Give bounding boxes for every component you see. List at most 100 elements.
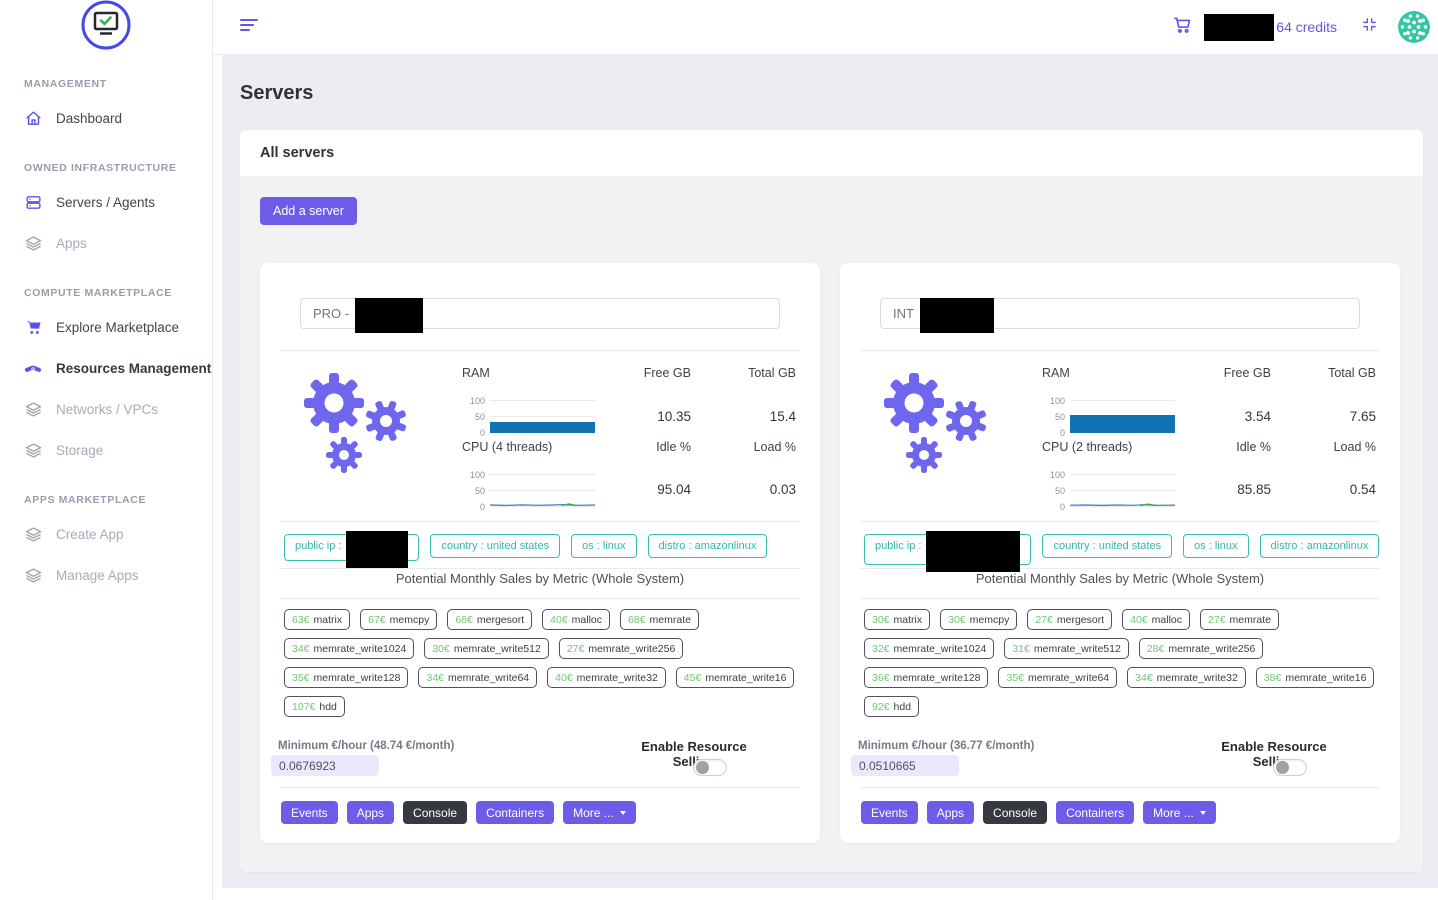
axis-tick: 50 bbox=[1054, 412, 1065, 422]
handshake-icon bbox=[24, 360, 42, 378]
avatar[interactable] bbox=[1398, 11, 1430, 43]
free-gb-header: Free GB bbox=[643, 366, 691, 380]
sidebar-item-label: Dashboard bbox=[56, 111, 123, 126]
sidebar-item-label: Manage Apps bbox=[56, 568, 139, 583]
sidebar-item-networks-vpcs[interactable]: Networks / VPCs bbox=[0, 389, 212, 430]
metric-pills: 63€ matrix 67€ memcpy 68€ mergesort 40€ mall… bbox=[284, 609, 796, 725]
cpu-load-value: 0.03 bbox=[769, 482, 796, 497]
app-logo[interactable] bbox=[0, 0, 212, 55]
more-button[interactable]: More ... bbox=[563, 801, 636, 824]
containers-button[interactable]: Containers bbox=[1056, 801, 1135, 824]
scrollbar-track[interactable] bbox=[213, 55, 222, 900]
divider bbox=[860, 568, 1380, 569]
cpu-idle-value: 85.85 bbox=[1237, 482, 1271, 497]
axis-tick: 0 bbox=[479, 428, 485, 438]
ram-free-value: 3.54 bbox=[1244, 409, 1271, 424]
sidebar: MANAGEMENT Dashboard OWNED INFRASTRUCTUR… bbox=[0, 0, 213, 900]
metric-pills: 30€ matrix 30€ memcpy 27€ mergesort 40€ mall… bbox=[864, 609, 1376, 725]
sales-title: Potential Monthly Sales by Metric (Whole… bbox=[975, 571, 1265, 586]
min-price-input[interactable] bbox=[271, 755, 379, 776]
sidebar-section-management: MANAGEMENT bbox=[24, 77, 107, 90]
sidebar-item-resources-management[interactable]: Resources Management bbox=[0, 348, 212, 389]
axis-tick: 50 bbox=[1054, 486, 1065, 496]
tag-distro: distro : amazonlinux bbox=[647, 534, 768, 558]
add-server-button[interactable]: Add a server bbox=[260, 197, 357, 225]
sidebar-item-label: Resources Management bbox=[56, 361, 212, 376]
card-actions: Events Apps Console Containers More ... bbox=[281, 801, 636, 824]
ram-total-value: 15.4 bbox=[769, 409, 796, 424]
console-button[interactable]: Console bbox=[983, 801, 1048, 824]
sidebar-section-compute-marketplace: COMPUTE MARKETPLACE bbox=[24, 286, 172, 299]
sidebar-item-dashboard[interactable]: Dashboard bbox=[0, 98, 212, 139]
cpu-load-line bbox=[490, 503, 595, 507]
compress-button[interactable] bbox=[1361, 16, 1378, 38]
ram-usage-bar bbox=[490, 422, 595, 433]
sidebar-item-label: Explore Marketplace bbox=[56, 320, 180, 335]
home-icon bbox=[24, 110, 42, 127]
cart-button[interactable] bbox=[1172, 15, 1192, 40]
server-stack-icon bbox=[24, 194, 42, 211]
sidebar-item-create-app[interactable]: Create App bbox=[0, 514, 212, 555]
axis-tick: 100 bbox=[1049, 470, 1065, 480]
metric-pill: 107€ hdd bbox=[284, 696, 345, 717]
sidebar-item-storage[interactable]: Storage bbox=[0, 430, 212, 471]
layers-icon bbox=[24, 526, 42, 543]
apps-button[interactable]: Apps bbox=[926, 801, 975, 824]
sidebar-item-label: Storage bbox=[56, 443, 104, 458]
layers-icon bbox=[24, 442, 42, 459]
redaction bbox=[1204, 13, 1275, 41]
min-price-input[interactable] bbox=[851, 755, 959, 776]
sidebar-item-label: Networks / VPCs bbox=[56, 402, 159, 417]
credits-label[interactable]: 64 credits bbox=[1276, 19, 1337, 35]
sidebar-item-servers-agents[interactable]: Servers / Agents bbox=[0, 182, 212, 223]
server-tags: public ip : country : united states os :… bbox=[284, 531, 768, 568]
sidebar-section-owned-infrastructure: OWNED INFRASTRUCTURE bbox=[24, 161, 177, 174]
compress-icon bbox=[1361, 16, 1378, 38]
ram-total-value: 7.65 bbox=[1349, 409, 1376, 424]
server-name-input[interactable]: PRO - bbox=[300, 298, 780, 333]
divider bbox=[860, 521, 1380, 522]
sidebar-item-explore-marketplace[interactable]: Explore Marketplace bbox=[0, 307, 212, 348]
sidebar-section-apps-marketplace: APPS MARKETPLACE bbox=[24, 493, 147, 506]
metric-pill: 27€ memrate_write256 bbox=[558, 638, 684, 659]
metric-pill: 34€ memrate_write1024 bbox=[284, 638, 415, 659]
metric-pill: 38€ memrate_write16 bbox=[1255, 667, 1375, 688]
tag-country: country : united states bbox=[1042, 534, 1173, 558]
events-button[interactable]: Events bbox=[861, 801, 918, 824]
ram-usage-chart: 100 50 0 bbox=[465, 396, 595, 438]
server-name-text: PRO - bbox=[313, 306, 350, 321]
server-name-input[interactable]: INT bbox=[880, 298, 1360, 333]
menu-toggle-button[interactable] bbox=[240, 18, 258, 37]
ram-usage-bar bbox=[1070, 415, 1175, 433]
layers-icon bbox=[24, 567, 42, 584]
free-gb-header: Free GB bbox=[1223, 366, 1271, 380]
containers-button[interactable]: Containers bbox=[476, 801, 555, 824]
metric-pill: 27€ mergesort bbox=[1027, 609, 1113, 630]
resource-selling-toggle[interactable] bbox=[693, 759, 727, 776]
more-button[interactable]: More ... bbox=[1143, 801, 1216, 824]
server-tags: public ip : country : united states os :… bbox=[864, 531, 1380, 572]
redaction bbox=[919, 298, 994, 333]
caret-down-icon bbox=[1199, 810, 1206, 815]
sidebar-item-apps[interactable]: Apps bbox=[0, 223, 212, 264]
events-button[interactable]: Events bbox=[281, 801, 338, 824]
metric-pill: 30€ memrate_write512 bbox=[424, 638, 549, 659]
tag-os: os : linux bbox=[1183, 534, 1249, 558]
axis-tick: 0 bbox=[1059, 502, 1065, 512]
apps-button[interactable]: Apps bbox=[346, 801, 395, 824]
divider bbox=[280, 568, 800, 569]
divider bbox=[280, 521, 800, 522]
resource-selling-toggle[interactable] bbox=[1273, 759, 1307, 776]
panel-title: All servers bbox=[240, 130, 1423, 176]
metric-pill: 36€ memrate_write128 bbox=[864, 667, 989, 688]
load-header: Load % bbox=[753, 440, 796, 454]
sidebar-item-manage-apps[interactable]: Manage Apps bbox=[0, 555, 212, 596]
cpu-load-value: 0.54 bbox=[1349, 482, 1376, 497]
tag-os: os : linux bbox=[571, 534, 637, 558]
divider bbox=[860, 787, 1380, 788]
console-button[interactable]: Console bbox=[403, 801, 468, 824]
metric-pill: 40€ malloc bbox=[1122, 609, 1191, 630]
min-price-label: Minimum €/hour (36.77 €/month) bbox=[858, 740, 1035, 752]
metric-pill: 40€ malloc bbox=[542, 609, 611, 630]
cart-icon bbox=[1172, 15, 1192, 40]
